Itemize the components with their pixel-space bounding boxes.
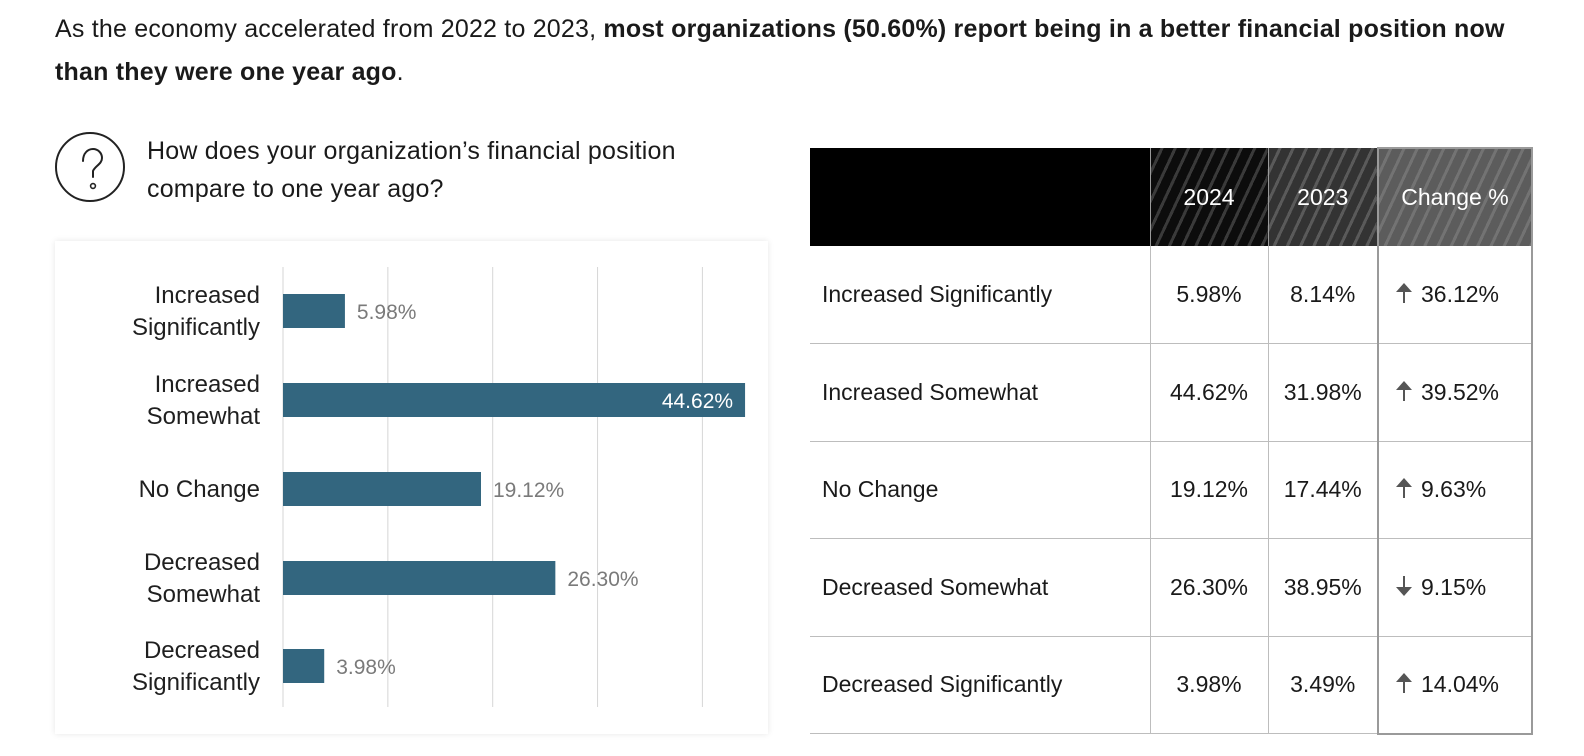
value-2024: 5.98% (1149, 246, 1268, 344)
change-value: 36.12% (1421, 281, 1500, 307)
value-label: 5.98% (357, 301, 417, 324)
change-value: 9.15% (1421, 573, 1487, 600)
row-label: Increased Somewhat (810, 343, 1150, 442)
value-label: 44.62% (662, 390, 733, 413)
row-label: Decreased Significantly (810, 636, 1150, 734)
change-cell: 9.15% (1377, 538, 1533, 637)
bar (283, 561, 556, 595)
bar-chart: Increased Significantly 5.98% Increased Some… (132, 267, 746, 707)
category-label-line: Increased (155, 371, 260, 398)
change-cell: 36.12% (1377, 246, 1533, 344)
category-label-line: Decreased (144, 549, 260, 576)
value-2024: 19.12% (1149, 441, 1268, 539)
arrow-down-icon (1396, 575, 1412, 596)
value-label: 26.30% (567, 568, 638, 591)
change-value: 14.04% (1421, 671, 1500, 697)
value-2024: 26.30% (1149, 538, 1268, 637)
bar (283, 472, 481, 506)
change-value: 39.52% (1421, 378, 1500, 405)
header-2024: 2024 (1149, 148, 1268, 246)
change-cell: 39.52% (1377, 343, 1533, 442)
table-header-row: 2024 2023 Change % (810, 147, 1533, 246)
arrow-up-icon (1396, 673, 1412, 693)
value-2023: 31.98% (1267, 343, 1378, 442)
question-icon (55, 132, 125, 202)
table-row: Increased Significantly 5.98% 8.14% 36.12% (810, 246, 1533, 344)
category-label-line: Increased (155, 282, 260, 309)
category-label: Decreased Significantly (132, 637, 260, 696)
value-2024: 44.62% (1149, 343, 1268, 442)
arrow-up-icon (1396, 478, 1412, 499)
row-label: Decreased Somewhat (810, 538, 1150, 637)
bar (283, 649, 325, 683)
header-blank (810, 148, 1150, 246)
change-value: 9.63% (1421, 476, 1487, 503)
header-2023: 2023 (1267, 148, 1378, 246)
row-label: Increased Significantly (810, 246, 1150, 344)
question-text: How does your organization’s financial p… (147, 137, 676, 203)
category-label-line: Significantly (132, 314, 260, 341)
arrow-up-icon (1396, 283, 1412, 303)
category-label-line: Somewhat (147, 403, 261, 430)
value-2024: 3.98% (1149, 636, 1268, 734)
category-label: Increased Significantly (132, 282, 260, 341)
category-label-line: Decreased (144, 637, 260, 664)
category-label-line: No Change (139, 476, 260, 503)
intro-tail: . (396, 58, 404, 86)
comparison-table: 2024 2023 Change % Increased Significant… (810, 147, 1533, 735)
table-row: Increased Somewhat 44.62% 31.98% 39.52% (810, 343, 1533, 442)
table-row: No Change 19.12% 17.44% 9.63% (810, 441, 1533, 539)
value-label: 19.12% (493, 479, 564, 502)
bar-chart-card: Increased Significantly 5.98% Increased Some… (55, 241, 768, 734)
arrow-up-icon (1396, 380, 1412, 401)
table-row: Decreased Somewhat 26.30% 38.95% 9.15% (810, 538, 1533, 637)
change-cell: 9.63% (1377, 441, 1533, 539)
category-label: No Change (139, 476, 260, 503)
value-label: 3.98% (336, 656, 396, 679)
bar (283, 294, 345, 328)
value-2023: 3.49% (1267, 636, 1378, 734)
row-label: No Change (810, 441, 1150, 539)
table-row: Decreased Significantly 3.98% 3.49% 14.04% (810, 636, 1533, 735)
bar (283, 383, 746, 417)
intro-emphasis: most organizations (50.60%) report being… (55, 15, 1505, 86)
header-change: Change % (1377, 147, 1533, 246)
change-cell: 14.04% (1377, 636, 1533, 735)
intro-lead: As the economy accelerated from 2022 to … (55, 15, 604, 43)
value-2023: 8.14% (1267, 246, 1378, 344)
category-label: Increased Somewhat (147, 371, 261, 430)
category-label-line: Somewhat (147, 581, 261, 608)
category-label-line: Significantly (132, 669, 260, 696)
intro-paragraph: As the economy accelerated from 2022 to … (55, 8, 1535, 94)
value-2023: 38.95% (1267, 538, 1378, 637)
category-label: Decreased Somewhat (144, 549, 260, 608)
value-2023: 17.44% (1267, 441, 1378, 539)
